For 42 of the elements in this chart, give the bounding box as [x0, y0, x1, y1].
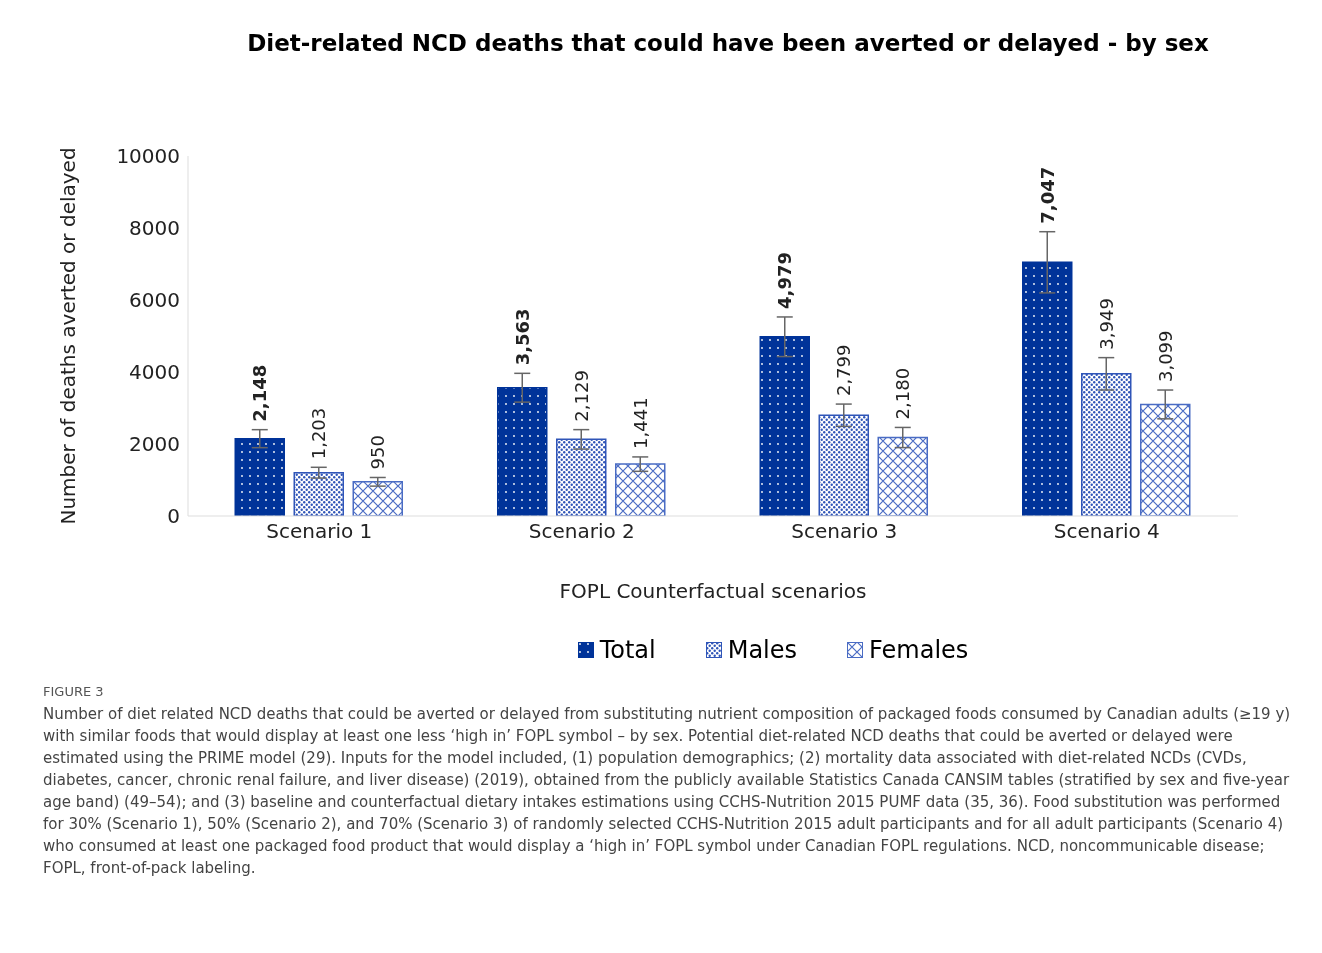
bar — [1081, 373, 1132, 516]
bar — [877, 436, 928, 516]
bar — [818, 414, 869, 516]
caption: FIGURE 3 — [43, 684, 105, 699]
bar — [234, 437, 285, 516]
data-label: 2,180 — [892, 367, 914, 420]
x-tick-label: Scenario 4 — [1053, 519, 1160, 544]
data-label: 3,099 — [1154, 330, 1176, 383]
data-label: 2,799 — [833, 344, 855, 397]
data-label: 4,979 — [774, 252, 796, 309]
legend-label: Females — [869, 636, 969, 664]
chart-title: Diet-related NCD deaths that could have been averted or delayed - by sex — [246, 30, 1210, 56]
bar — [352, 481, 403, 516]
y-tick-label: 4000 — [129, 360, 180, 385]
y-tick-label: 10000 — [116, 144, 180, 169]
y-tick-label: 0 — [167, 504, 180, 529]
data-label: 950 — [367, 435, 389, 470]
x-tick-label: Scenario 2 — [528, 519, 635, 544]
x-axis-title: FOPL Counterfactual scenarios — [559, 579, 867, 603]
bar — [556, 438, 607, 516]
data-label: 1,203 — [308, 407, 330, 460]
y-tick-label: 2000 — [129, 432, 180, 457]
data-label: 2,129 — [570, 370, 592, 422]
text: Number of diet related NCD deaths that could be averted or delayed from substituting nutrient composition of packaged foods consumed by Canadian adults (≥19 y) with similar foods that would display at least one less ‘high in’ FOPL symbol – by sex. Potential diet-related NCD deaths that could be averted or delayed were estimated using the PRIME model (29). Inputs for the model included, (1) population demographics; (2) mortality data associated with diet-related NCDs (CVDs, diabetes, cancer, chronic renal failure, and liver disease) (2019), obtained from the publicly available Statistics Canada CANSIM tables (stratified by sex and five-year age band) (49–54); and (3) baseline and counterfactual dietary intakes estimations using CCHS-Nutrition 2015 PUMF data (35, 36). Food substitution was performed for 30% (Scenario 1), 50% (Scenario 2), and 70% (Scenario 3) of randomly selected CCHS-Nutrition 2015 adult participants and for all adult participants (Scenario 4) who consumed at least one packaged food product that would display a ‘high in’ FOPL symbol under Canadian FOPL regulations. NCD, noncommunicable disease; FOPL, front-of-pack labeling. — [43, 704, 1292, 879]
data-label: 2,148 — [249, 364, 271, 422]
legend-label: Males — [727, 636, 798, 664]
x-tick-label: Scenario 1 — [266, 519, 373, 544]
data-label: 1,441 — [629, 397, 651, 449]
bar — [497, 386, 548, 516]
data-label: 7,047 — [1036, 166, 1058, 224]
bar — [1140, 403, 1191, 516]
bar — [1022, 261, 1073, 516]
bar — [293, 471, 344, 516]
bar — [615, 463, 666, 516]
x-tick-label: Scenario 3 — [791, 519, 898, 544]
y-axis-title: Number of deaths averted or delayed — [56, 147, 81, 525]
y-tick-label: 8000 — [129, 216, 180, 241]
y-tick-label: 6000 — [129, 288, 180, 313]
legend-label: Total — [599, 636, 656, 664]
data-label: 3,949 — [1095, 298, 1117, 350]
bar — [759, 336, 810, 516]
data-label: 3,563 — [511, 308, 533, 366]
